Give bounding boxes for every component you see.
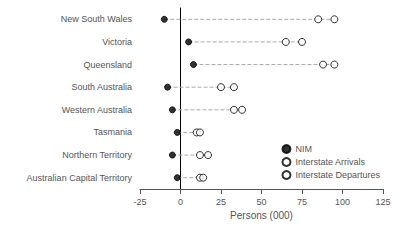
svg-text:Interstate Departures: Interstate Departures — [295, 170, 380, 180]
svg-text:NIM: NIM — [295, 144, 312, 154]
svg-text:Persons (000): Persons (000) — [230, 210, 293, 221]
svg-text:25: 25 — [216, 197, 226, 207]
svg-text:Interstate Arrivals: Interstate Arrivals — [295, 157, 365, 167]
svg-text:50: 50 — [256, 197, 266, 207]
svg-text:75: 75 — [297, 197, 307, 207]
svg-text:0: 0 — [178, 197, 183, 207]
svg-text:125: 125 — [375, 197, 390, 207]
svg-text:Victoria: Victoria — [102, 37, 132, 47]
svg-text:Western Australia: Western Australia — [62, 105, 132, 115]
svg-text:Northern Territory: Northern Territory — [62, 150, 132, 160]
svg-text:100: 100 — [335, 197, 350, 207]
svg-text:Australian Capital Territory: Australian Capital Territory — [27, 173, 133, 183]
svg-text:Tasmania: Tasmania — [93, 127, 132, 137]
svg-text:-25: -25 — [133, 197, 146, 207]
svg-text:New South Wales: New South Wales — [61, 14, 133, 24]
svg-text:South Australia: South Australia — [71, 82, 132, 92]
svg-text:Queensland: Queensland — [83, 60, 132, 70]
